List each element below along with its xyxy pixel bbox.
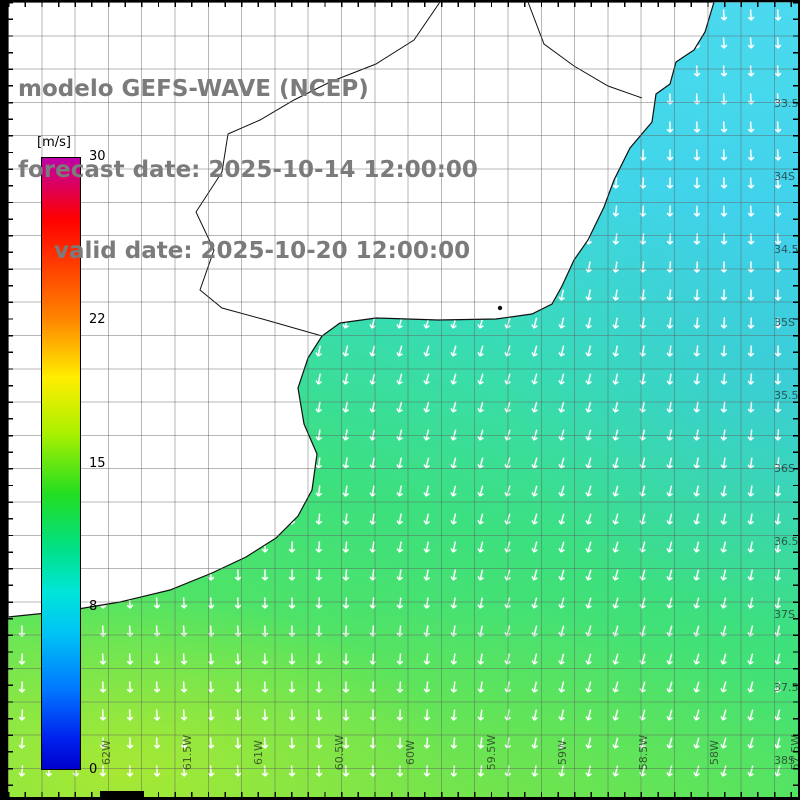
colorbar: [m/s] 30 22 15 8 0 <box>37 135 161 776</box>
lon-label: 58.5W <box>637 734 651 771</box>
colorbar-tick-label: 30 <box>89 149 106 164</box>
colorbar-tick-label: 15 <box>89 455 106 471</box>
lat-label: 34.5S <box>774 243 799 256</box>
colorbar-gradient <box>41 157 81 770</box>
lon-label: 58W <box>707 740 721 765</box>
inland-boundary-west <box>195 2 441 337</box>
lat-label: 35S <box>774 316 795 329</box>
wind-arrow: ↓ <box>717 230 731 249</box>
lon-label: 61.5W <box>181 734 195 771</box>
colorbar-tick-label: 8 <box>89 598 98 614</box>
lat-label: 34S <box>774 170 795 183</box>
colorbar-tick-label: 22 <box>89 312 106 328</box>
lat-label: 36.5S <box>774 535 799 548</box>
lat-label: 37S <box>774 608 795 621</box>
lon-label: 57.5W <box>789 734 800 771</box>
model-title: modelo GEFS-WAVE (NCEP) <box>18 76 369 102</box>
inland-boundary-river <box>527 2 643 99</box>
lat-label: 33.5S <box>774 97 799 110</box>
lon-label: 60.5W <box>333 734 347 771</box>
colorbar-tick-label: 0 <box>89 762 98 777</box>
lat-label: 35.5S <box>774 389 799 402</box>
coastal-point <box>497 305 503 311</box>
coastline-map <box>8 2 715 618</box>
bottom-edge-marker <box>100 791 144 797</box>
land-polygon <box>8 2 715 618</box>
forecast-date-line: forecast date: 2025-10-14 12:00:00 <box>18 157 478 183</box>
lat-label: 38S <box>774 754 795 767</box>
lon-label: 61W <box>251 740 265 765</box>
lat-label: 37.5S <box>774 681 799 694</box>
lon-label: 60W <box>403 740 417 765</box>
lon-label: 62W <box>99 740 113 765</box>
lon-label: 59W <box>555 740 569 765</box>
lat-label: 36S <box>774 462 795 475</box>
valid-date-line: valid date: 2025-10-20 12:00:00 <box>54 238 471 264</box>
colorbar-unit-label: [m/s] <box>37 135 71 150</box>
lon-label: 59.5W <box>485 734 499 771</box>
title-block: modelo GEFS-WAVE (NCEP) forecast date: 2… <box>18 22 478 319</box>
